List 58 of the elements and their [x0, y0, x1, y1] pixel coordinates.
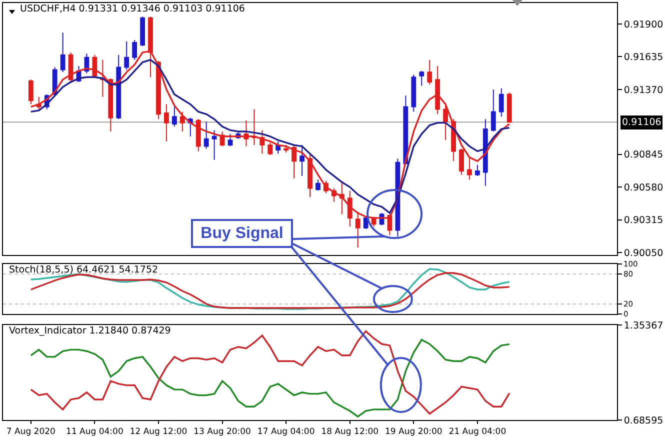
y-tick-label: 1.35367: [624, 320, 664, 332]
x-tick-label: 13 Aug 20:00: [194, 427, 251, 438]
candlestick: [252, 108, 257, 146]
y-tick-label: 0.91370: [624, 84, 664, 96]
x-tick-label: 17 Aug 04:00: [257, 427, 315, 438]
candlestick: [60, 32, 66, 73]
y-tick-label: 0.91900: [624, 19, 664, 30]
candlestick: [260, 130, 265, 154]
candlestick: [459, 148, 464, 176]
x-tick-label: 19 Aug 20:00: [384, 427, 442, 438]
candlestick: [292, 144, 297, 179]
candlestick: [132, 40, 138, 60]
x-tick-label: 11 Aug 04:00: [66, 427, 124, 438]
annotation: Buy Signal: [200, 225, 284, 242]
y-tick-label: 0.90315: [624, 215, 664, 226]
candlestick: [339, 182, 344, 215]
candlestick: [419, 70, 424, 86]
x-tick-label: 21 Aug 04:00: [448, 427, 506, 438]
candlestick: [212, 130, 217, 160]
candlestick: [124, 40, 130, 70]
candlestick: [268, 142, 273, 156]
candlestick: [300, 144, 304, 176]
ref-line-label: 0.91106: [622, 117, 662, 128]
candlestick: [108, 78, 114, 132]
candlestick: [498, 88, 504, 118]
candlestick: [427, 59, 432, 86]
candlestick: [180, 111, 185, 132]
y-tick-label: 0.68595: [624, 415, 664, 426]
y-tick-label: 0.90050: [624, 248, 664, 259]
candlestick: [172, 106, 177, 128]
candlestick: [100, 59, 106, 98]
candlestick: [156, 60, 161, 120]
y-tick-label: 0.90845: [624, 150, 664, 161]
candlestick: [308, 154, 312, 198]
x-tick-label: 12 Aug 12:00: [130, 427, 188, 438]
x-tick-label: 18 Aug 12:00: [321, 427, 379, 438]
candlestick: [435, 66, 440, 115]
candlestick: [284, 144, 289, 153]
candlestick: [467, 158, 472, 180]
candlestick: [403, 95, 408, 166]
y-tick-label: 0.90580: [624, 182, 664, 194]
candlestick: [228, 133, 233, 147]
x-tick-label: 7 Aug 2020: [6, 427, 56, 438]
candlestick: [490, 88, 496, 132]
candlestick: [475, 164, 480, 176]
chart-title: USDCHF,H4 0.91331 0.91346 0.91103 0.91106: [20, 4, 245, 15]
candlestick: [204, 121, 209, 150]
candlestick: [164, 104, 169, 142]
chart-title: Stoch(18,5,5) 64.4621 54.1752: [9, 264, 158, 276]
candlestick: [116, 54, 122, 120]
candlestick: [140, 16, 145, 47]
candlestick: [411, 74, 416, 112]
chart-title: Vortex_Indicator 1.21840 0.87429: [9, 326, 171, 337]
y-tick-label: 0.91635: [624, 52, 664, 64]
candlestick: [196, 118, 201, 152]
candlestick: [316, 179, 320, 192]
candlestick: [443, 104, 448, 141]
candlestick: [482, 118, 488, 186]
